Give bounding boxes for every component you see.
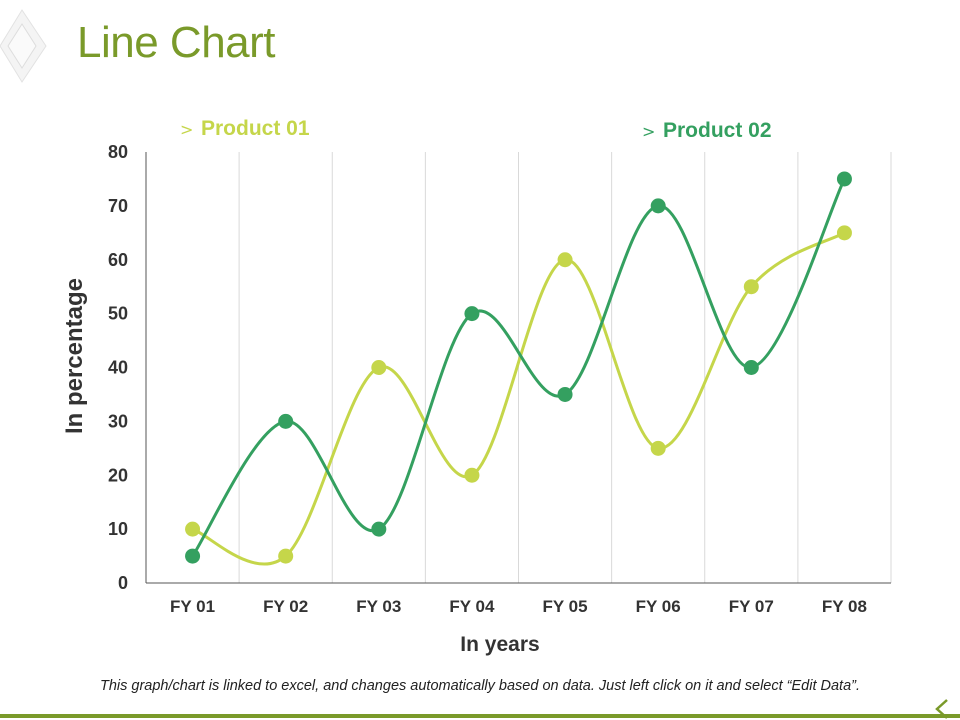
data-point — [371, 521, 387, 537]
x-tick-label: FY 08 — [822, 597, 867, 616]
corner-diamond-decoration — [0, 9, 47, 83]
y-tick-label: 50 — [108, 304, 128, 324]
data-point — [185, 521, 201, 537]
x-tick-label: FY 07 — [729, 597, 774, 616]
y-tick-label: 40 — [108, 358, 128, 378]
chevron-left-icon[interactable] — [930, 698, 954, 720]
x-tick-label: FY 05 — [543, 597, 588, 616]
data-point — [743, 279, 759, 295]
x-tick-label: FY 06 — [636, 597, 681, 616]
slide-title: Line Chart — [77, 18, 276, 67]
data-point — [650, 440, 666, 456]
series-line — [191, 178, 846, 557]
x-tick-label: FY 01 — [170, 597, 215, 616]
bottom-accent-bar — [0, 714, 960, 718]
y-tick-label: 0 — [118, 573, 128, 593]
data-point — [278, 548, 294, 564]
series-line — [192, 231, 846, 566]
y-tick-label: 10 — [108, 519, 128, 539]
y-tick-label: 70 — [108, 196, 128, 216]
data-point — [464, 306, 480, 322]
legend-label: Product 01 — [201, 117, 310, 140]
legend-marker: > — [180, 120, 193, 139]
data-point — [557, 386, 573, 402]
line-chart: 0 10 20 30 40 50 60 70 80 FY 01 FY 02 FY 03 FY 04 FY … — [61, 117, 892, 656]
x-tick-label: FY 02 — [263, 597, 308, 616]
data-point — [278, 413, 294, 429]
y-axis-title: In percentage — [61, 278, 88, 434]
data-point — [836, 171, 852, 187]
y-tick-label: 80 — [108, 142, 128, 162]
legend-marker: > — [642, 122, 655, 141]
data-point — [185, 548, 201, 564]
x-tick-label: FY 03 — [356, 597, 401, 616]
y-tick-label: 30 — [108, 411, 128, 431]
footer-note: This graph/chart is linked to excel, and… — [99, 678, 861, 694]
legend-label: Product 02 — [663, 119, 772, 142]
data-point — [836, 225, 852, 241]
y-tick-label: 20 — [108, 465, 128, 485]
y-tick-label: 60 — [108, 250, 128, 270]
data-point — [743, 360, 759, 375]
data-point — [557, 252, 573, 268]
x-axis-title: In years — [460, 633, 539, 656]
data-point — [650, 198, 666, 214]
data-point — [371, 360, 387, 375]
x-tick-label: FY 04 — [449, 597, 495, 616]
data-point — [464, 467, 480, 483]
